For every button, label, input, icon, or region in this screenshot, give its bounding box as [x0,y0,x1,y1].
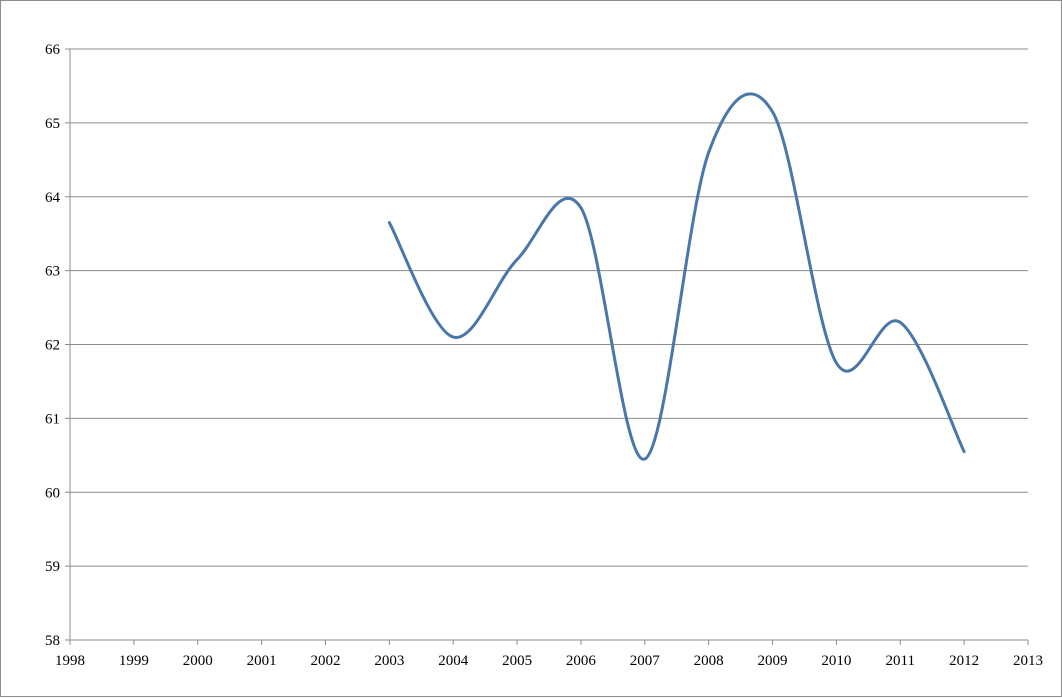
x-tick-label: 2013 [1013,653,1043,669]
gridlines [70,48,1028,567]
axes [65,48,1029,645]
x-tick-label: 2009 [758,653,788,669]
y-tick-label: 66 [45,42,61,58]
x-tick-label: 2008 [694,653,724,669]
x-tick-label: 2010 [821,653,851,669]
x-tick-label: 2002 [310,653,340,669]
y-tick-label: 65 [45,116,60,132]
y-tick-label: 59 [45,559,60,575]
x-tick-label: 1999 [119,653,149,669]
x-tick-label: 2006 [566,653,597,669]
x-tick-label: 1998 [55,653,85,669]
series-layer [387,92,966,461]
series-line-0 [387,92,966,461]
x-tick-label: 2007 [630,653,661,669]
x-tick-label: 2000 [183,653,213,669]
x-tick-label: 2005 [502,653,532,669]
x-tick-label: 2011 [886,653,915,669]
x-tick-label: 2012 [949,653,979,669]
x-tick-label: 2004 [438,653,469,669]
y-tick-labels: 58 59 60 61 62 63 64 65 66 [45,42,61,649]
x-tick-label: 2001 [247,653,277,669]
y-tick-label: 63 [45,264,60,280]
y-tick-label: 60 [45,485,60,501]
x-tick-labels: 1998 1999 2000 2001 2002 2003 2004 2005 2006 2007… [55,653,1043,669]
y-tick-label: 62 [45,338,60,354]
y-tick-label: 58 [45,633,60,649]
y-tick-label: 61 [45,411,60,427]
x-tick-label: 2003 [374,653,404,669]
y-tick-label: 64 [45,190,61,206]
